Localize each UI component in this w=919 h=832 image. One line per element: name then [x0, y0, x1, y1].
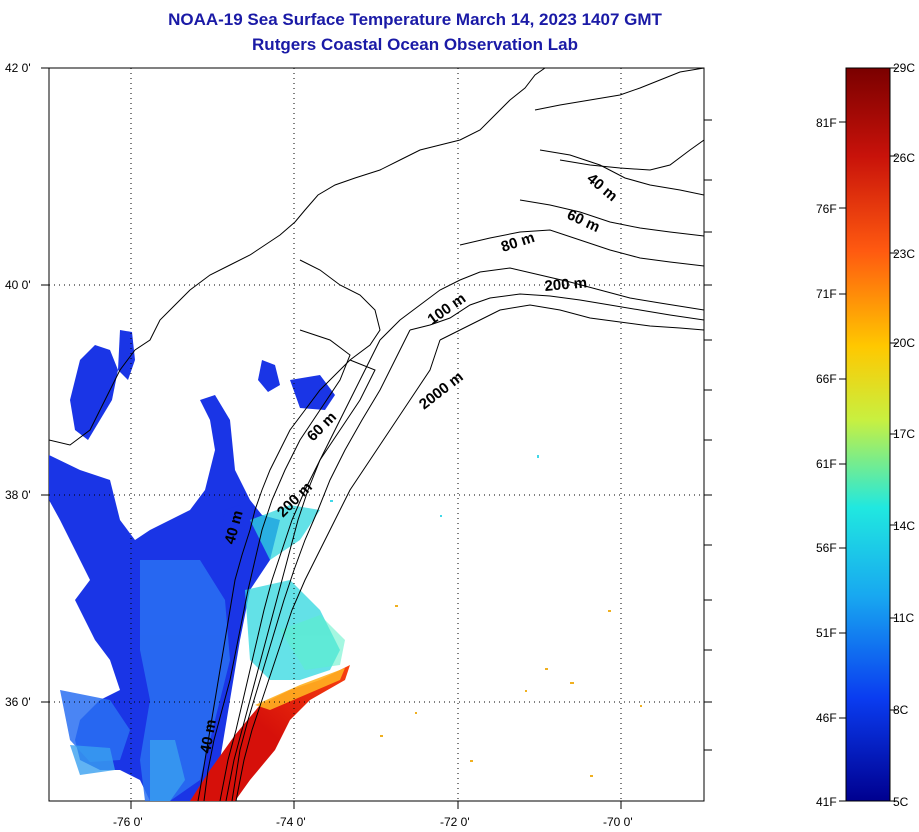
lon-label-74: -74 0' — [276, 815, 306, 829]
colorbar-f-56: 56F — [816, 541, 837, 555]
gulf-stream-orange — [255, 668, 345, 710]
colorbar-ticks — [839, 67, 897, 802]
colorbar-f-81: 81F — [816, 116, 837, 130]
colorbar-f-41: 41F — [816, 795, 837, 809]
lon-label-72: -72 0' — [440, 815, 470, 829]
colorbar-f-66: 66F — [816, 372, 837, 386]
colorbar-f-71: 71F — [816, 287, 837, 301]
colorbar-c-29: 29C — [893, 61, 915, 75]
colorbar-c-14: 14C — [893, 519, 915, 533]
colorbar-c-26: 26C — [893, 151, 915, 165]
lat-label-36: 36 0' — [5, 695, 31, 709]
colorbar-c-20: 20C — [893, 336, 915, 350]
coastal-teal — [280, 615, 345, 670]
isobath-2000 — [235, 304, 704, 801]
colorbar-c-17: 17C — [893, 427, 915, 441]
scattered-pixels — [380, 605, 642, 777]
scattered-cyan-pixels — [330, 455, 539, 517]
map-content — [49, 68, 704, 801]
lat-label-40: 40 0' — [5, 278, 31, 292]
map-subtitle: Rutgers Coastal Ocean Observation Lab — [252, 35, 578, 54]
colorbar-c-8: 8C — [893, 703, 909, 717]
colorbar-f-76: 76F — [816, 202, 837, 216]
isobath-60 — [219, 199, 704, 801]
lon-label-76: -76 0' — [113, 815, 143, 829]
graticule — [49, 68, 704, 801]
isobath-100 — [225, 267, 704, 801]
map-title: NOAA-19 Sea Surface Temperature March 14… — [168, 10, 662, 29]
coastline — [49, 68, 704, 801]
lon-label-70: -70 0' — [603, 815, 633, 829]
lat-label-38: 38 0' — [5, 488, 31, 502]
depth-label-40m-south: 40 m — [197, 718, 220, 755]
colorbar-c-11: 11C — [893, 611, 914, 625]
frame-ticks — [41, 67, 712, 809]
gulf-stream-warm — [190, 665, 350, 801]
colorbar — [845, 67, 891, 802]
colorbar-f-51: 51F — [816, 626, 837, 640]
isobath-40 — [203, 149, 704, 801]
bay-lighter — [70, 740, 185, 801]
colorbar-f-61: 61F — [816, 457, 837, 471]
colorbar-c-5: 5C — [893, 795, 909, 809]
colorbar-c-23: 23C — [893, 247, 915, 261]
depth-label-200m-east: 200 m — [544, 274, 588, 295]
isobath-200 — [231, 293, 704, 801]
lat-label-42: 42 0' — [5, 61, 31, 75]
colorbar-f-46: 46F — [816, 711, 837, 725]
isobath-80 — [459, 229, 704, 267]
